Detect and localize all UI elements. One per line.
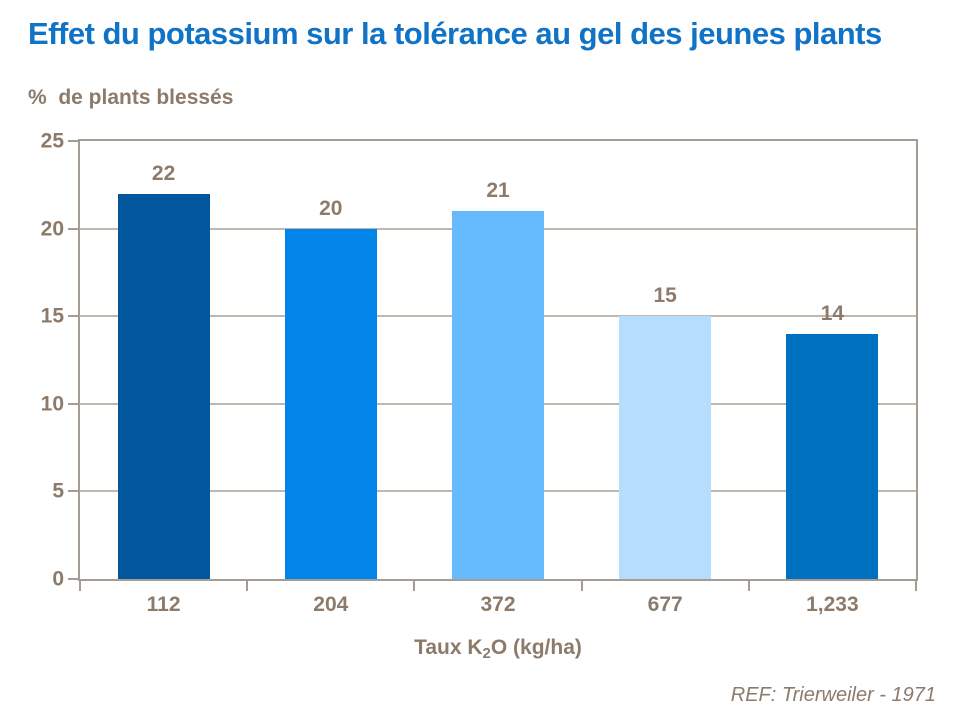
y-axis-tick-label: 15 [40, 304, 64, 328]
x-axis-category-label: 112 [146, 593, 181, 616]
bar-value-label: 20 [319, 196, 343, 220]
bar-value-label: 21 [486, 179, 510, 203]
y-axis-tick-label: 10 [40, 392, 64, 416]
y-axis-tick [68, 490, 78, 493]
bar-value-label: 15 [653, 284, 677, 308]
bar-1,233 [786, 333, 879, 579]
x-axis-title-prefix: Taux K [414, 636, 483, 659]
x-axis-title: Taux K2O (kg/ha) [78, 636, 918, 662]
y-axis-tick [68, 227, 78, 230]
x-axis-category-label: 372 [480, 593, 516, 616]
y-axis-tick-label: 20 [40, 217, 64, 241]
y-axis-tick-label: 5 [52, 479, 64, 503]
x-axis-tick [580, 581, 583, 591]
y-axis-tick [68, 315, 78, 318]
x-axis-tick [79, 581, 81, 591]
plot-area: 0 5 10 15 20 25 22 112 20 204 21 372 15 677 14 1,233 [41, 131, 918, 616]
x-axis-tick [413, 581, 416, 591]
x-axis-title-subscript: 2 [482, 645, 491, 662]
chart-title: Effet du potassium sur la tolérance au g… [28, 16, 882, 51]
y-axis-tick-label: 25 [40, 129, 64, 153]
bar-112 [117, 193, 210, 579]
y-axis-tick-label: 0 [52, 567, 64, 591]
bar-677 [619, 316, 712, 579]
bar-value-label: 22 [151, 161, 176, 185]
x-axis-category-label: 677 [647, 593, 683, 616]
x-axis-tick [915, 581, 917, 591]
reference-note: REF: Trierweiler - 1971 [730, 684, 936, 706]
x-axis-tick [246, 581, 249, 591]
bar-372 [452, 211, 544, 579]
y-axis-tick [68, 402, 78, 405]
y-axis-unit-label: % de plants blessés [28, 86, 234, 109]
bar-value-label: 14 [820, 301, 845, 325]
y-axis-tick [68, 578, 78, 580]
x-axis-category-label: 1,233 [806, 593, 859, 616]
x-axis-tick [747, 581, 750, 591]
x-axis-category-label: 204 [313, 593, 349, 616]
bar-204 [284, 228, 377, 579]
x-axis-title-suffix: O (kg/ha) [490, 636, 582, 659]
y-axis-tick [68, 140, 78, 142]
